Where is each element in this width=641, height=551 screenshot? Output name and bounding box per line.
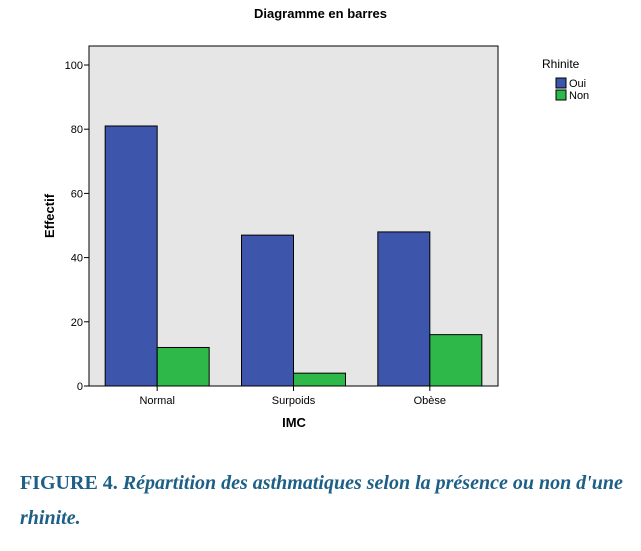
bar-oui-2: [377, 231, 431, 387]
x-tick-label: Obèse: [414, 395, 446, 407]
y-axis: 0 20 40 60 80 100: [65, 60, 89, 393]
legend-label-oui: Oui: [569, 78, 586, 90]
y-tick-label: 20: [71, 317, 83, 329]
y-tick-label: 100: [65, 60, 83, 72]
legend-title: Rhinite: [542, 57, 580, 71]
x-tick-label: Surpoids: [272, 395, 316, 407]
y-tick-label: 60: [71, 188, 83, 200]
legend-swatch-oui: [555, 77, 567, 89]
y-tick-label: 40: [71, 253, 83, 265]
y-axis-label: Effectif: [42, 193, 57, 238]
bar-oui-0: [104, 125, 158, 387]
bar-oui-1: [241, 234, 294, 387]
legend-swatch-non: [555, 89, 567, 101]
y-tick-label: 0: [77, 381, 83, 393]
bar-non-1: [293, 372, 346, 387]
bar-non-0: [156, 346, 210, 387]
caption-label: FIGURE 4.: [20, 472, 118, 494]
x-axis: Normal Surpoids Obèse: [139, 386, 446, 407]
x-tick-label: Normal: [139, 395, 174, 407]
legend-label-non: Non: [569, 90, 589, 102]
chart-title: Diagramme en barres: [254, 6, 387, 21]
figure-caption: FIGURE 4. Répartition des asthmatiques s…: [20, 466, 635, 536]
bar-non-2: [429, 334, 483, 387]
bar-chart: 0 20 40 60 80 100 Normal Surpoids Obèse Effecti…: [42, 45, 589, 430]
bars-group: [104, 125, 483, 387]
x-axis-label: IMC: [282, 415, 306, 430]
caption-text: Répartition des asthmatiques selon la pr…: [20, 472, 623, 529]
y-tick-label: 80: [71, 124, 83, 136]
